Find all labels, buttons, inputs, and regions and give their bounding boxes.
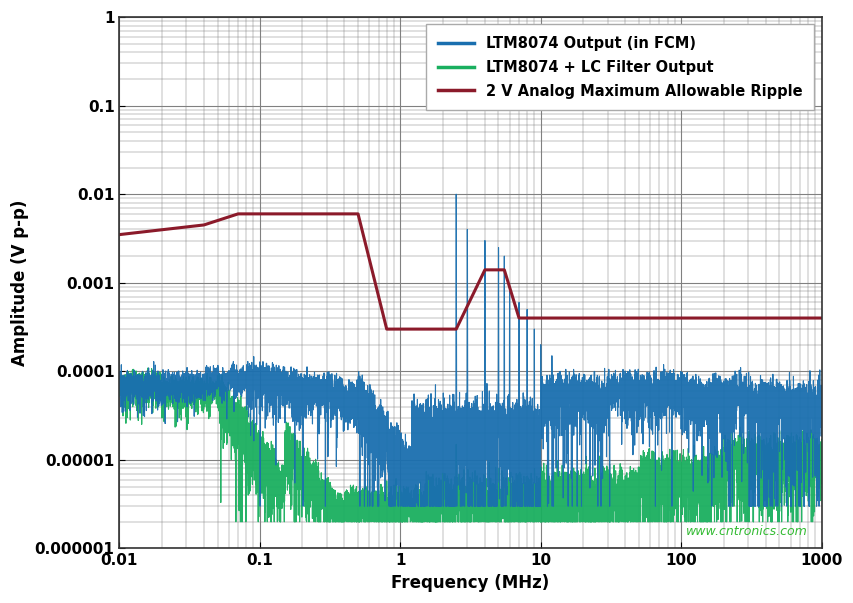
- X-axis label: Frequency (MHz): Frequency (MHz): [391, 574, 549, 592]
- Y-axis label: Amplitude (V p-p): Amplitude (V p-p): [11, 200, 29, 366]
- Legend: LTM8074 Output (in FCM), LTM8074 + LC Filter Output, 2 V Analog Maximum Allowabl: LTM8074 Output (in FCM), LTM8074 + LC Fi…: [426, 24, 814, 110]
- Text: www.cntronics.com: www.cntronics.com: [685, 525, 807, 538]
